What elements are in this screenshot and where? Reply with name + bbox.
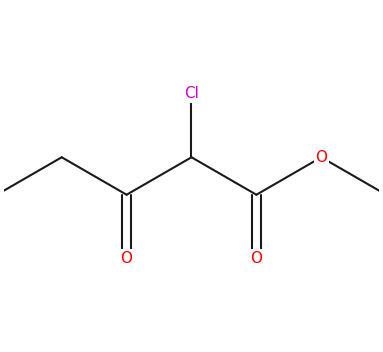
Text: Cl: Cl [184,86,199,101]
Text: O: O [250,251,262,266]
Text: O: O [121,251,133,266]
Text: O: O [315,150,327,165]
